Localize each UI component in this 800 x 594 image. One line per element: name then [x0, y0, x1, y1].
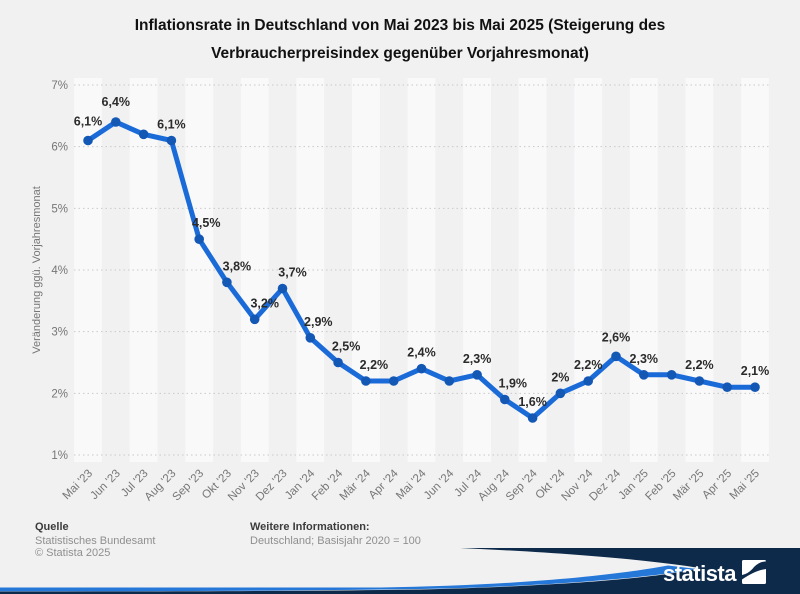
info-block: Weitere Informationen: Deutschland; Basi…: [250, 521, 421, 547]
y-tick-label: 3%: [51, 327, 68, 339]
source-block: Quelle Statistisches Bundesamt © Statist…: [35, 521, 155, 560]
x-tick-label: Sep '23: [170, 468, 206, 504]
data-labels: 6,1% 6,4% 6,1% 4,5% 3,8% 3,2% 3,7% 2,9% 2,5% 2,2%…: [74, 95, 770, 409]
brand-bar-navy-swoosh: [0, 548, 800, 594]
plot-bands: [74, 78, 769, 462]
data-point: [361, 376, 371, 386]
statista-logo-icon: [742, 560, 766, 584]
data-label: 2,9%: [304, 315, 333, 329]
chart-svg: 1% 2% 3% 4% 5% 6% 7% Veränderung ggü. Vorjahres…: [31, 78, 770, 503]
data-label: 6,4%: [102, 95, 131, 109]
data-label: 2,1%: [741, 364, 770, 378]
data-label: 4,5%: [192, 216, 221, 230]
data-label: 2%: [551, 370, 569, 384]
data-point: [333, 357, 343, 368]
data-label: 6,1%: [74, 115, 103, 129]
y-tick-label: 7%: [51, 80, 68, 92]
data-label: 2,5%: [332, 340, 361, 354]
x-tick-label: Mai '23: [61, 468, 95, 502]
data-point: [666, 370, 677, 380]
data-label: 3,2%: [250, 296, 279, 310]
y-axis-labels: 1% 2% 3% 4% 5% 6% 7%: [51, 80, 68, 462]
copyright-line: © Statista 2025: [35, 547, 111, 559]
data-point: [222, 277, 232, 288]
data-point: [194, 234, 204, 244]
x-tick-label: Dez '23: [254, 468, 290, 504]
svg-text:Veränderung ggü. Vorjahresmona: Veränderung ggü. Vorjahresmonat: [31, 186, 43, 354]
data-point: [527, 413, 538, 423]
y-tick-label: 5%: [51, 203, 68, 215]
data-point: [138, 129, 149, 140]
data-point: [694, 376, 705, 386]
y-tick-label: 4%: [51, 265, 68, 277]
data-label: 1,6%: [518, 395, 547, 409]
data-point: [277, 283, 288, 294]
data-label: 3,7%: [278, 266, 307, 280]
x-tick-label: Dez '24: [587, 467, 623, 503]
info-line: Deutschland; Basisjahr 2020 = 100: [250, 534, 421, 547]
data-point: [722, 382, 732, 393]
data-label: 1,9%: [499, 377, 528, 391]
source-line: Statistisches Bundesamt: [35, 534, 156, 547]
data-label: 2,2%: [685, 358, 714, 372]
data-point: [388, 376, 399, 386]
y-axis-title: Veränderung ggü. Vorjahresmonat: [31, 186, 43, 354]
data-point: [750, 382, 760, 393]
data-label: 2,4%: [407, 346, 436, 360]
data-point: [500, 394, 510, 405]
y-tick-label: 2%: [51, 388, 68, 400]
data-point: [639, 370, 649, 380]
chart-title: Inflationsrate in Deutschland von Mai 20…: [0, 12, 800, 68]
x-tick-label: Mär '24: [338, 467, 374, 503]
chart-title-line1: Inflationsrate in Deutschland von Mai 20…: [134, 17, 666, 34]
gridlines: [74, 84, 770, 456]
data-label: 2,3%: [630, 352, 659, 366]
data-point: [416, 363, 427, 374]
info-heading: Weitere Informationen:: [250, 521, 370, 533]
data-point: [166, 135, 177, 146]
brand-bar-blue-accent: [0, 565, 697, 592]
data-point: [444, 376, 455, 386]
x-tick-label: Sep '24: [504, 467, 540, 503]
x-tick-label: Jun '23: [88, 468, 122, 502]
data-point: [83, 135, 93, 146]
x-tick-label: Jun '24: [422, 467, 457, 502]
data-label: 2,6%: [602, 330, 631, 344]
data-label: 2,2%: [574, 358, 603, 372]
data-points: [83, 117, 760, 423]
brand-wordmark: statista: [663, 561, 737, 586]
x-tick-label: Mai '25: [728, 468, 762, 502]
data-point: [305, 333, 316, 343]
y-tick-label: 6%: [51, 142, 68, 154]
x-tick-label: Mär '25: [671, 468, 706, 503]
data-point: [555, 388, 566, 399]
data-point: [111, 117, 121, 127]
data-label: 6,1%: [157, 118, 186, 132]
data-label: 2,2%: [360, 358, 389, 372]
data-point: [249, 314, 260, 325]
chart-title-line2: Verbraucherpreisindex gegenüber Vorjahre…: [211, 45, 589, 62]
y-tick-label: 1%: [51, 450, 68, 462]
data-point: [583, 376, 593, 386]
source-heading: Quelle: [35, 521, 69, 533]
data-label: 3,8%: [223, 259, 252, 273]
data-point: [611, 351, 621, 362]
data-label: 2,3%: [463, 352, 492, 366]
data-point: [472, 370, 482, 380]
brand-bar: statista: [0, 548, 800, 594]
